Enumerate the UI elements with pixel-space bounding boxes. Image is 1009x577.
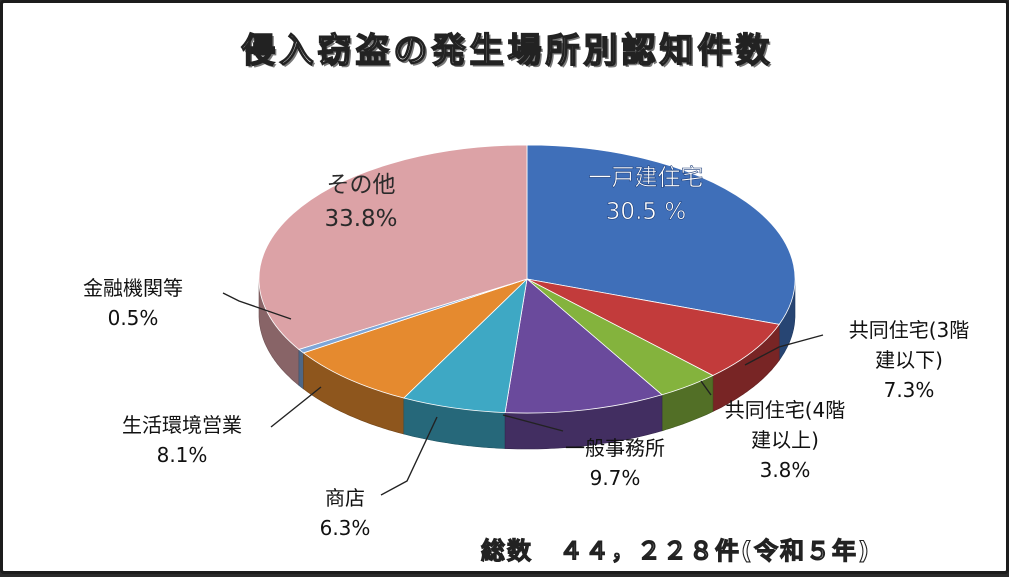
slice-name-apartment-low-line2: 建以下) [875, 348, 943, 372]
slice-label-other: その他 33.8% [281, 168, 441, 236]
slice-other [258, 144, 528, 350]
slice-value-apartment-low: 7.3% [883, 378, 935, 402]
leader-line-shop [380, 416, 438, 496]
leader-line-apartment-high [700, 380, 712, 396]
slice-value-office: 9.7% [589, 466, 641, 490]
slice-name-other: その他 [326, 172, 396, 198]
chart-title: 侵入窃盗の発生場所別認知件数 [241, 30, 774, 71]
slice-name-financial: 金融機関等 [83, 276, 183, 300]
slice-detached-house [526, 144, 796, 325]
total-count-note: 総数 ４４，２２８件(令和５年) [480, 536, 871, 565]
slice-name-detached-house: 一戸建住宅 [588, 165, 704, 192]
slice-side-financial [298, 348, 304, 390]
leader-line-financial [222, 292, 292, 320]
slice-label-shop: 商店 6.3% [285, 483, 405, 543]
slice-label-apartment-high: 共同住宅(4階 建以上) 3.8% [685, 395, 885, 485]
leader-line-apartment-low [744, 334, 824, 366]
slice-name-living-service: 生活環境営業 [122, 413, 242, 437]
leader-line-living-service [270, 386, 322, 428]
slice-name-office: 一般事務所 [565, 436, 665, 460]
slice-apartment-low [526, 278, 780, 376]
slice-office [504, 278, 663, 414]
slice-label-financial: 金融機関等 0.5% [43, 273, 223, 333]
slice-label-apartment-low: 共同住宅(3階 建以下) 7.3% [809, 315, 1009, 405]
slice-name-apartment-high-line1: 共同住宅(4階 [724, 398, 846, 422]
slice-value-financial: 0.5% [107, 306, 159, 330]
slice-value-apartment-high: 3.8% [759, 458, 811, 482]
slice-value-detached-house: 30.5 % [605, 199, 687, 226]
slice-name-apartment-low-line1: 共同住宅(3階 [848, 318, 970, 342]
slice-name-apartment-high-line2: 建以上) [751, 428, 819, 452]
slice-value-shop: 6.3% [319, 516, 371, 540]
slice-value-other: 33.8% [324, 206, 398, 232]
pie-chart [222, 144, 824, 496]
slice-label-office: 一般事務所 9.7% [525, 433, 705, 493]
leader-line-office [502, 414, 564, 432]
slice-living-service [302, 278, 528, 399]
slice-label-detached-house: 一戸建住宅 30.5 % [551, 161, 741, 229]
slice-name-shop: 商店 [325, 486, 365, 510]
slice-value-living-service: 8.1% [156, 443, 208, 467]
slice-label-living-service: 生活環境営業 8.1% [87, 410, 277, 470]
